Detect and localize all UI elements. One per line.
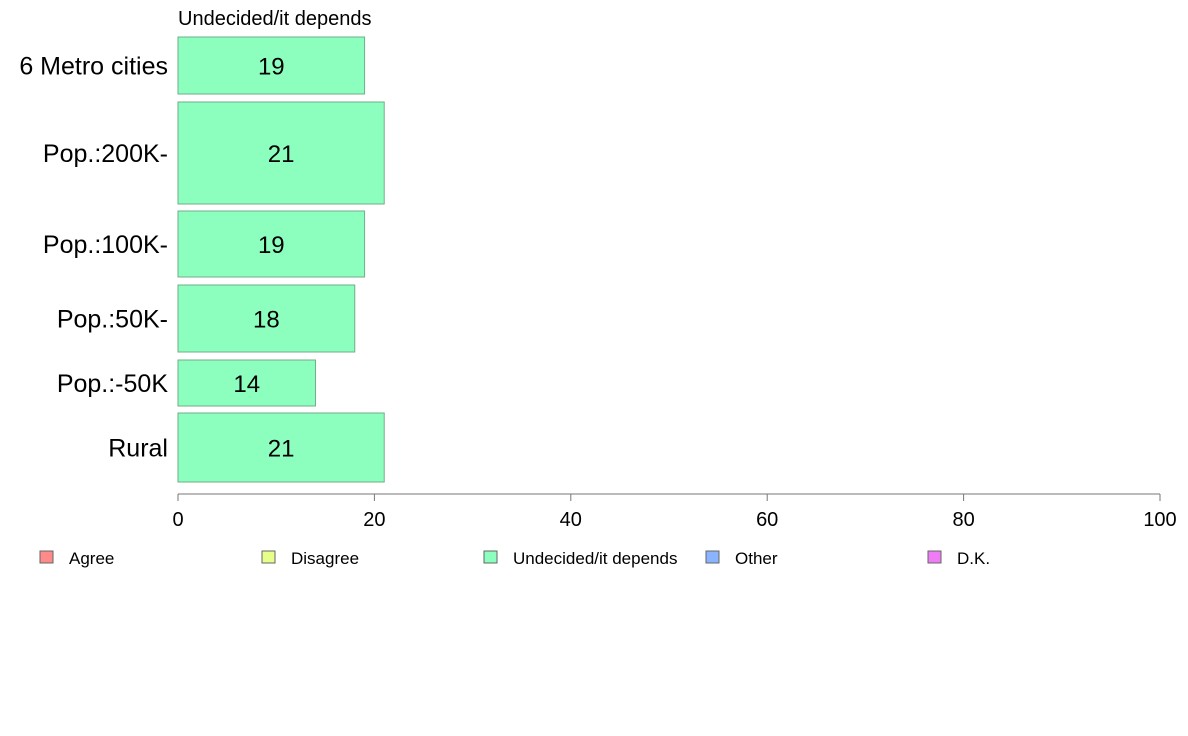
legend-label: Agree [69, 549, 114, 568]
bar [177, 36, 366, 95]
legend-label: Disagree [291, 549, 359, 568]
bar [177, 284, 356, 353]
category-label: Pop.:200K- [43, 140, 168, 168]
x-tick-label: 100 [1143, 509, 1176, 531]
category-label: Pop.:100K- [43, 231, 168, 259]
bar [177, 101, 385, 205]
bar [177, 412, 385, 483]
category-label: Rural [108, 435, 168, 463]
x-tick-label: 40 [560, 509, 582, 531]
legend-label: D.K. [957, 549, 990, 568]
value-label: 14 [233, 371, 260, 398]
bar [177, 359, 316, 407]
x-tick-label: 20 [363, 509, 385, 531]
legend-swatch [927, 550, 942, 564]
category-label: Pop.:-50K [57, 370, 169, 398]
x-tick-label: 60 [756, 509, 778, 531]
category-label: 6 Metro cities [19, 53, 168, 81]
panel-title: Undecided/it depends [178, 8, 371, 30]
legend-swatch [705, 550, 720, 564]
legend-label: Undecided/it depends [513, 549, 677, 568]
value-label: 21 [268, 436, 295, 463]
legend: Agree Disagree Undecided/it depends Other D.… [39, 549, 990, 568]
x-axis: 0 20 40 60 80 100 [172, 493, 1177, 531]
value-label: 21 [268, 141, 295, 168]
bar [177, 210, 366, 278]
bars-group: 6 Metro cities 19 Pop.:200K- 21 Pop.:100K- 19… [19, 36, 385, 483]
value-label: 19 [258, 54, 285, 81]
legend-swatch [39, 550, 54, 564]
value-label: 19 [258, 232, 285, 259]
x-tick-label: 0 [172, 509, 183, 531]
category-label: Pop.:50K- [57, 306, 168, 334]
legend-swatch [261, 550, 276, 564]
x-tick-label: 80 [952, 509, 974, 531]
value-label: 18 [253, 307, 280, 334]
legend-label: Other [735, 549, 778, 568]
legend-swatch [483, 550, 498, 564]
